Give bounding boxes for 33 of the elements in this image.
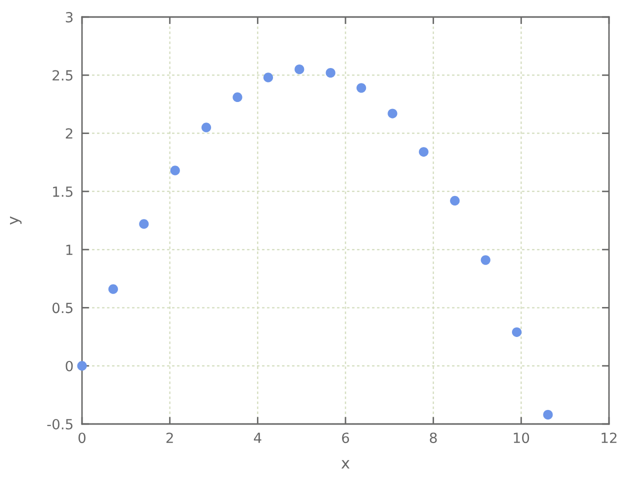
y-tick-label: 2 bbox=[66, 128, 72, 139]
x-axis-title: x bbox=[341, 460, 350, 468]
point bbox=[294, 64, 304, 74]
point bbox=[418, 147, 428, 157]
x-tick-label: 2 bbox=[166, 432, 173, 443]
x-tick-label: 0 bbox=[78, 432, 86, 444]
y-tick-label: 1.5 bbox=[53, 186, 72, 197]
y-tick-label: -0.5 bbox=[47, 418, 72, 430]
point bbox=[77, 361, 87, 371]
point bbox=[356, 83, 366, 93]
point bbox=[170, 166, 180, 176]
y-tick-label: 0.5 bbox=[52, 302, 72, 314]
point bbox=[201, 122, 212, 132]
x-tick-label: 6 bbox=[342, 432, 350, 444]
y-tick-label: 0 bbox=[66, 360, 73, 372]
x-tick-label: 4 bbox=[254, 432, 262, 443]
point bbox=[326, 68, 336, 78]
point bbox=[232, 92, 242, 102]
y-tick-label: 3 bbox=[66, 12, 73, 22]
x-tick-label: 10 bbox=[514, 432, 530, 444]
x-tick-label: 8 bbox=[430, 432, 437, 444]
point bbox=[512, 327, 522, 337]
point bbox=[543, 410, 553, 420]
point bbox=[108, 284, 118, 294]
point bbox=[388, 108, 398, 118]
point bbox=[480, 255, 490, 265]
y-tick-label: 1 bbox=[66, 244, 72, 255]
point bbox=[139, 219, 149, 229]
x-tick-label: 12 bbox=[602, 432, 616, 443]
point bbox=[450, 196, 460, 206]
y-tick-label: 2.5 bbox=[52, 70, 72, 81]
y-axis-title: y bbox=[10, 216, 22, 225]
point bbox=[263, 72, 274, 82]
